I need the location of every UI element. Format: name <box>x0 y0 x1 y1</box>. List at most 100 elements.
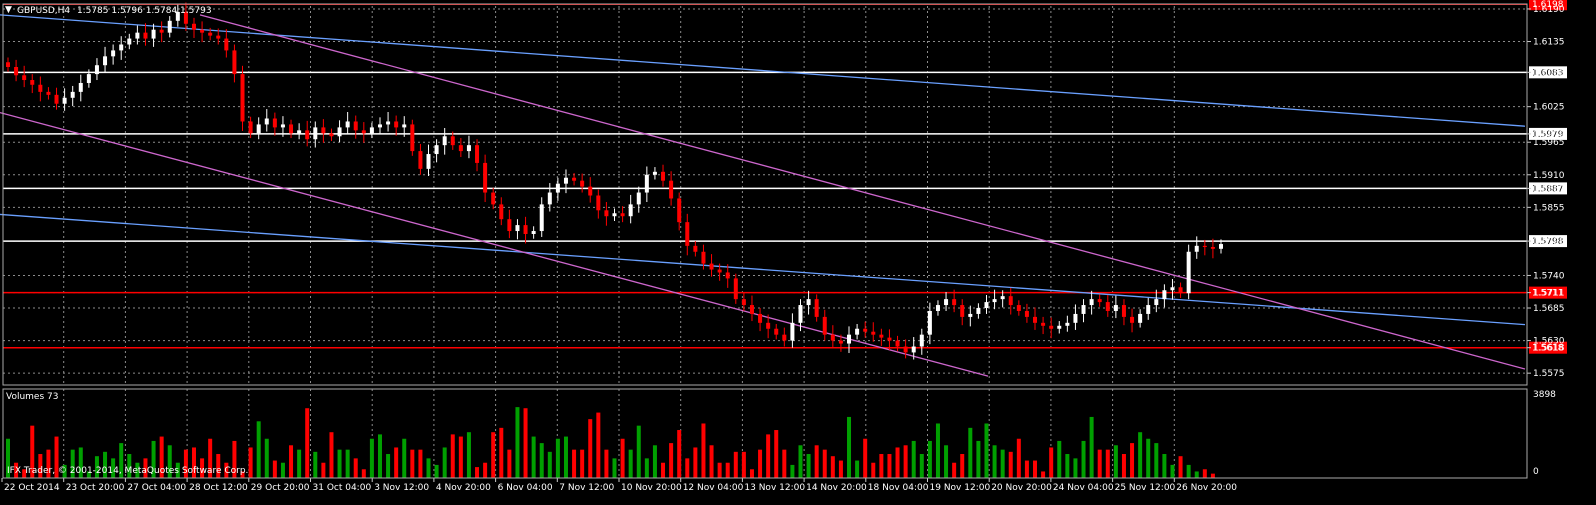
candle <box>86 69 91 88</box>
candle <box>410 119 415 156</box>
level-label: 1.5618 <box>1532 344 1564 354</box>
channel-line-magenta[interactable] <box>199 14 1526 370</box>
volume-bar <box>1194 471 1199 478</box>
candle-body <box>992 299 997 303</box>
volume-bar <box>1186 464 1191 478</box>
volume-bar <box>1113 445 1118 478</box>
candle-body <box>1219 244 1223 249</box>
candle <box>919 328 924 355</box>
candle-body <box>321 127 326 134</box>
volume-bar <box>1024 460 1029 478</box>
candle <box>927 302 932 345</box>
channel-line-blue[interactable] <box>0 14 1526 127</box>
volume-bar <box>94 456 99 478</box>
candle <box>1138 309 1143 328</box>
candle <box>798 299 803 332</box>
volume-bar <box>329 432 334 478</box>
volume-bar <box>515 407 520 478</box>
candle <box>709 254 714 277</box>
candle <box>70 85 75 107</box>
candle <box>297 123 302 140</box>
candle <box>685 213 690 256</box>
candle <box>1113 295 1118 319</box>
symbol-dropdown-icon[interactable]: ▼ <box>5 5 12 15</box>
candle <box>183 2 188 31</box>
candle <box>499 197 504 226</box>
volume-bar <box>1008 451 1013 478</box>
candle-body <box>523 225 528 234</box>
channel-line-blue[interactable] <box>0 213 1526 326</box>
candle-body <box>1130 316 1135 323</box>
volume-bar <box>1202 469 1207 478</box>
candle <box>386 112 391 132</box>
candle-body <box>1089 299 1094 306</box>
volume-bar <box>976 440 981 478</box>
volume-bar <box>159 436 164 478</box>
time-tick-label: 10 Nov 20:00 <box>621 483 682 493</box>
candle-body <box>620 213 625 217</box>
volume-bar <box>1049 447 1054 478</box>
volume-bar <box>652 445 657 478</box>
volume-bar <box>871 462 876 478</box>
candle-body <box>661 171 666 181</box>
volume-bar <box>1210 473 1215 478</box>
candle <box>871 322 876 342</box>
time-tick-label: 20 Nov 20:00 <box>991 483 1052 493</box>
volume-scale-max: 3898 <box>1533 390 1556 400</box>
price-tick-label: 1.5618 <box>1533 344 1565 354</box>
volume-bar <box>507 449 512 478</box>
volume-bar <box>30 425 35 478</box>
volumes-label: Volumes 73 <box>6 392 58 402</box>
candle-body <box>830 334 835 341</box>
candle <box>960 299 965 326</box>
candle-body <box>806 299 811 306</box>
volume-bar <box>191 447 196 478</box>
volume-bar <box>248 447 253 478</box>
volume-bar <box>62 464 67 478</box>
candle-body <box>491 192 496 205</box>
candle-body <box>1024 310 1029 317</box>
candle-body <box>774 328 779 335</box>
volume-bar <box>685 458 690 478</box>
candle <box>402 116 407 137</box>
candle <box>822 309 827 341</box>
candle <box>175 4 180 27</box>
candle-body <box>1178 287 1183 294</box>
volume-bar <box>337 449 342 478</box>
volume-bar <box>709 445 714 478</box>
candle <box>814 294 819 322</box>
candle <box>22 65 27 88</box>
price-tick-label: 1.6135 <box>1533 38 1565 48</box>
candle <box>863 321 868 338</box>
volume-bar <box>143 458 148 478</box>
volume-bar <box>555 438 560 478</box>
level-label-box <box>1529 127 1567 140</box>
channel-lines[interactable] <box>0 14 1526 377</box>
candle-body <box>798 305 803 323</box>
volume-bar <box>523 408 528 478</box>
volume-bar <box>620 438 625 478</box>
candle <box>628 194 633 224</box>
volume-bar <box>1081 440 1086 478</box>
volume-bar <box>717 462 722 478</box>
candle <box>1130 308 1135 333</box>
candle <box>1186 244 1191 300</box>
volume-bar <box>919 454 924 478</box>
volume-bar <box>38 454 43 478</box>
volume-bar <box>701 423 706 478</box>
candle <box>636 186 641 213</box>
candle <box>1073 304 1078 330</box>
volume-bar <box>345 449 350 478</box>
candle-body <box>240 74 245 122</box>
volume-bar <box>612 458 617 478</box>
candle <box>1024 303 1029 323</box>
candle-body <box>838 340 843 344</box>
volume-bar <box>127 454 132 478</box>
volume-bar <box>240 471 245 478</box>
candle-body <box>733 278 738 300</box>
volume-bar <box>78 447 83 478</box>
candle-body <box>200 29 205 33</box>
candle-body <box>871 331 876 335</box>
candle <box>434 139 439 163</box>
